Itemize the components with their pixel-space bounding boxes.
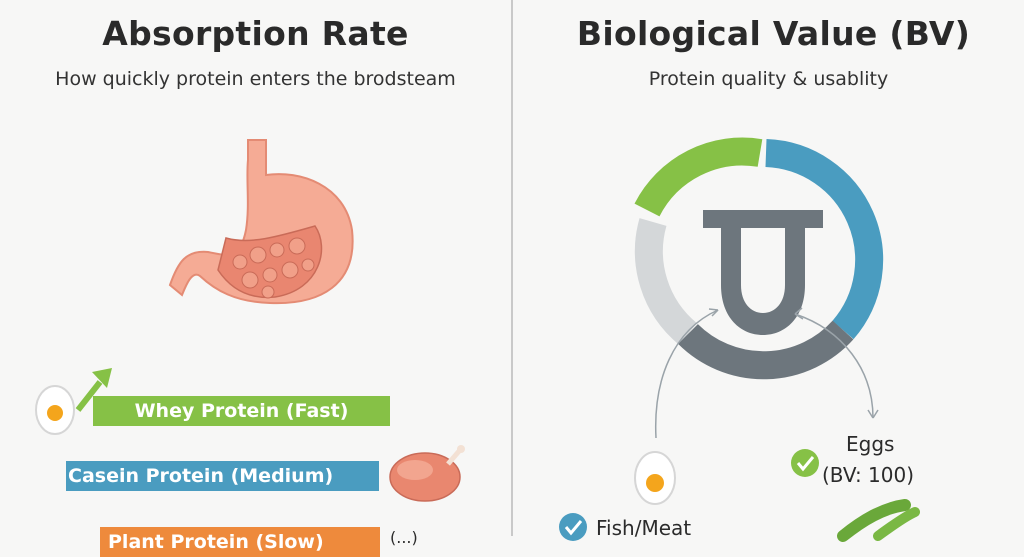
bar-whey-protein: Whey Protein (Fast)	[93, 396, 390, 426]
absorption-title: Absorption Rate	[102, 14, 409, 53]
fish-meat-label: Fish/Meat	[596, 516, 692, 540]
bv-arrows	[654, 307, 879, 439]
chicken-icon	[389, 445, 465, 502]
peas-icon	[837, 499, 920, 542]
eggs-bv-value: (BV: 100)	[822, 463, 915, 487]
bv-ring	[634, 137, 884, 380]
eggs-label: Eggs	[846, 432, 895, 456]
check-icon	[559, 513, 587, 541]
absorption-panel: Absorption Rate How quickly protein ente…	[0, 0, 511, 557]
biological-value-panel: Biological Value (BV) Protein quality & …	[513, 0, 1024, 542]
bv-illustration	[559, 137, 920, 542]
absorption-subtitle: How quickly protein enters the brodsteam	[55, 68, 456, 90]
absorption-illustration	[35, 139, 465, 502]
egg-icon	[35, 385, 75, 435]
check-icon	[791, 449, 819, 477]
panel-divider	[511, 0, 513, 536]
bv-title: Biological Value (BV)	[576, 14, 971, 53]
bar-casein-protein: Casein Protein (Medium)	[66, 461, 379, 491]
bar-plant-protein: Plant Protein (Slow)	[100, 527, 380, 557]
bv-subtitle: Protein quality & usablity	[648, 68, 889, 90]
stomach-icon	[168, 139, 354, 305]
u-magnet-icon	[703, 210, 823, 335]
arrow-up-icon	[75, 368, 112, 412]
plant-protein-trailing-text: (...)	[390, 528, 418, 547]
egg-icon	[634, 451, 676, 505]
